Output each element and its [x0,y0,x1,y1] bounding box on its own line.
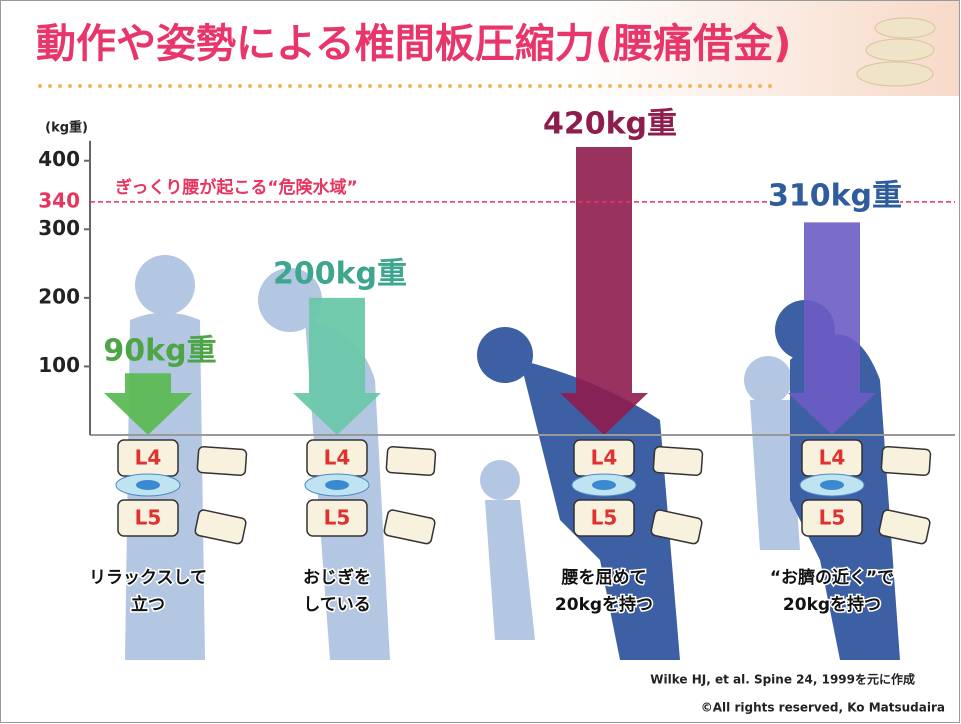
vertebra-label: L5 [591,506,618,530]
process [386,446,436,475]
nucleus [820,480,844,490]
vertebra-label: L5 [819,506,846,530]
category-label: 20kgを持つ [783,594,881,615]
value-label: 420kg重 [543,107,677,142]
chart-title: 動作や姿勢による椎間板圧縮力(腰痛借金) [36,21,791,67]
vertebra-label: L5 [135,506,162,530]
category-label: 腰を屈めて [562,568,647,588]
y-tick-label: 300 [38,216,80,240]
category-label: 20kgを持つ [555,594,653,615]
nucleus [136,480,160,490]
category-label: おじぎを [303,567,371,588]
y-tick-label: 100 [38,353,80,377]
y-axis-label: (kg重) [45,120,88,136]
category-label: “お臍の近く”で [770,567,894,588]
source: Wilke HJ, et al. Spine 24, 1999を元に作成 [650,672,915,687]
value-label: 310kg重 [768,179,902,214]
value-label: 90kg重 [103,334,216,369]
chart: 動作や姿勢による椎間板圧縮力(腰痛借金) (kg重) Wilke HJ, et … [0,0,961,724]
process [881,446,931,475]
value-label: 200kg重 [273,257,407,292]
y-tick-label: 200 [38,284,80,308]
category-label: リラックスして [89,568,207,588]
category-label: 立つ [131,594,165,615]
danger-label: ぎっくり腰が起こる“危険水域” [115,177,358,198]
process [653,446,703,475]
vertebra-label: L5 [324,506,351,530]
vertebra-label: L4 [135,446,162,470]
danger-tick-label: 340 [38,188,80,212]
vertebra-label: L4 [324,446,351,470]
vertebra-label: L4 [819,446,846,470]
category-label: している [303,595,371,615]
nucleus [325,480,349,490]
process [197,446,247,475]
vertebra-label: L4 [591,446,618,470]
nucleus [592,480,616,490]
copyright: ©All rights reserved, Ko Matsudaira [701,701,945,715]
y-tick-label: 400 [38,147,80,171]
